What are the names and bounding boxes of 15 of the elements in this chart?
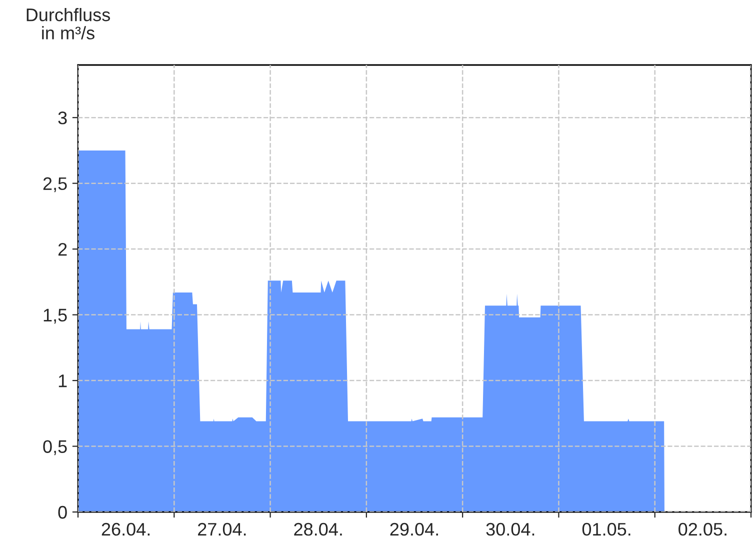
x-tick-label: 26.04. <box>102 522 150 536</box>
y-tick-label: 1 <box>58 374 67 388</box>
y-tick-label: 1,5 <box>44 308 67 324</box>
x-tick-label: 27.04. <box>198 522 246 536</box>
y-tick-label: 0,5 <box>43 440 67 456</box>
x-tick-label: 01.05. <box>582 522 630 536</box>
y-tick-label: 2 <box>58 242 67 256</box>
x-tick-label: 02.05. <box>678 522 726 536</box>
x-tick-label: 30.04. <box>486 522 534 536</box>
y-tick-label: 0 <box>58 506 67 519</box>
x-tick-label: 28.04. <box>294 522 342 536</box>
y-axis-title: Durchfluss in m³/s <box>26 8 110 40</box>
x-tick-label: 29.04. <box>390 522 438 536</box>
y-tick-label: 2,5 <box>43 177 67 192</box>
y-tick-label: 3 <box>58 112 67 124</box>
